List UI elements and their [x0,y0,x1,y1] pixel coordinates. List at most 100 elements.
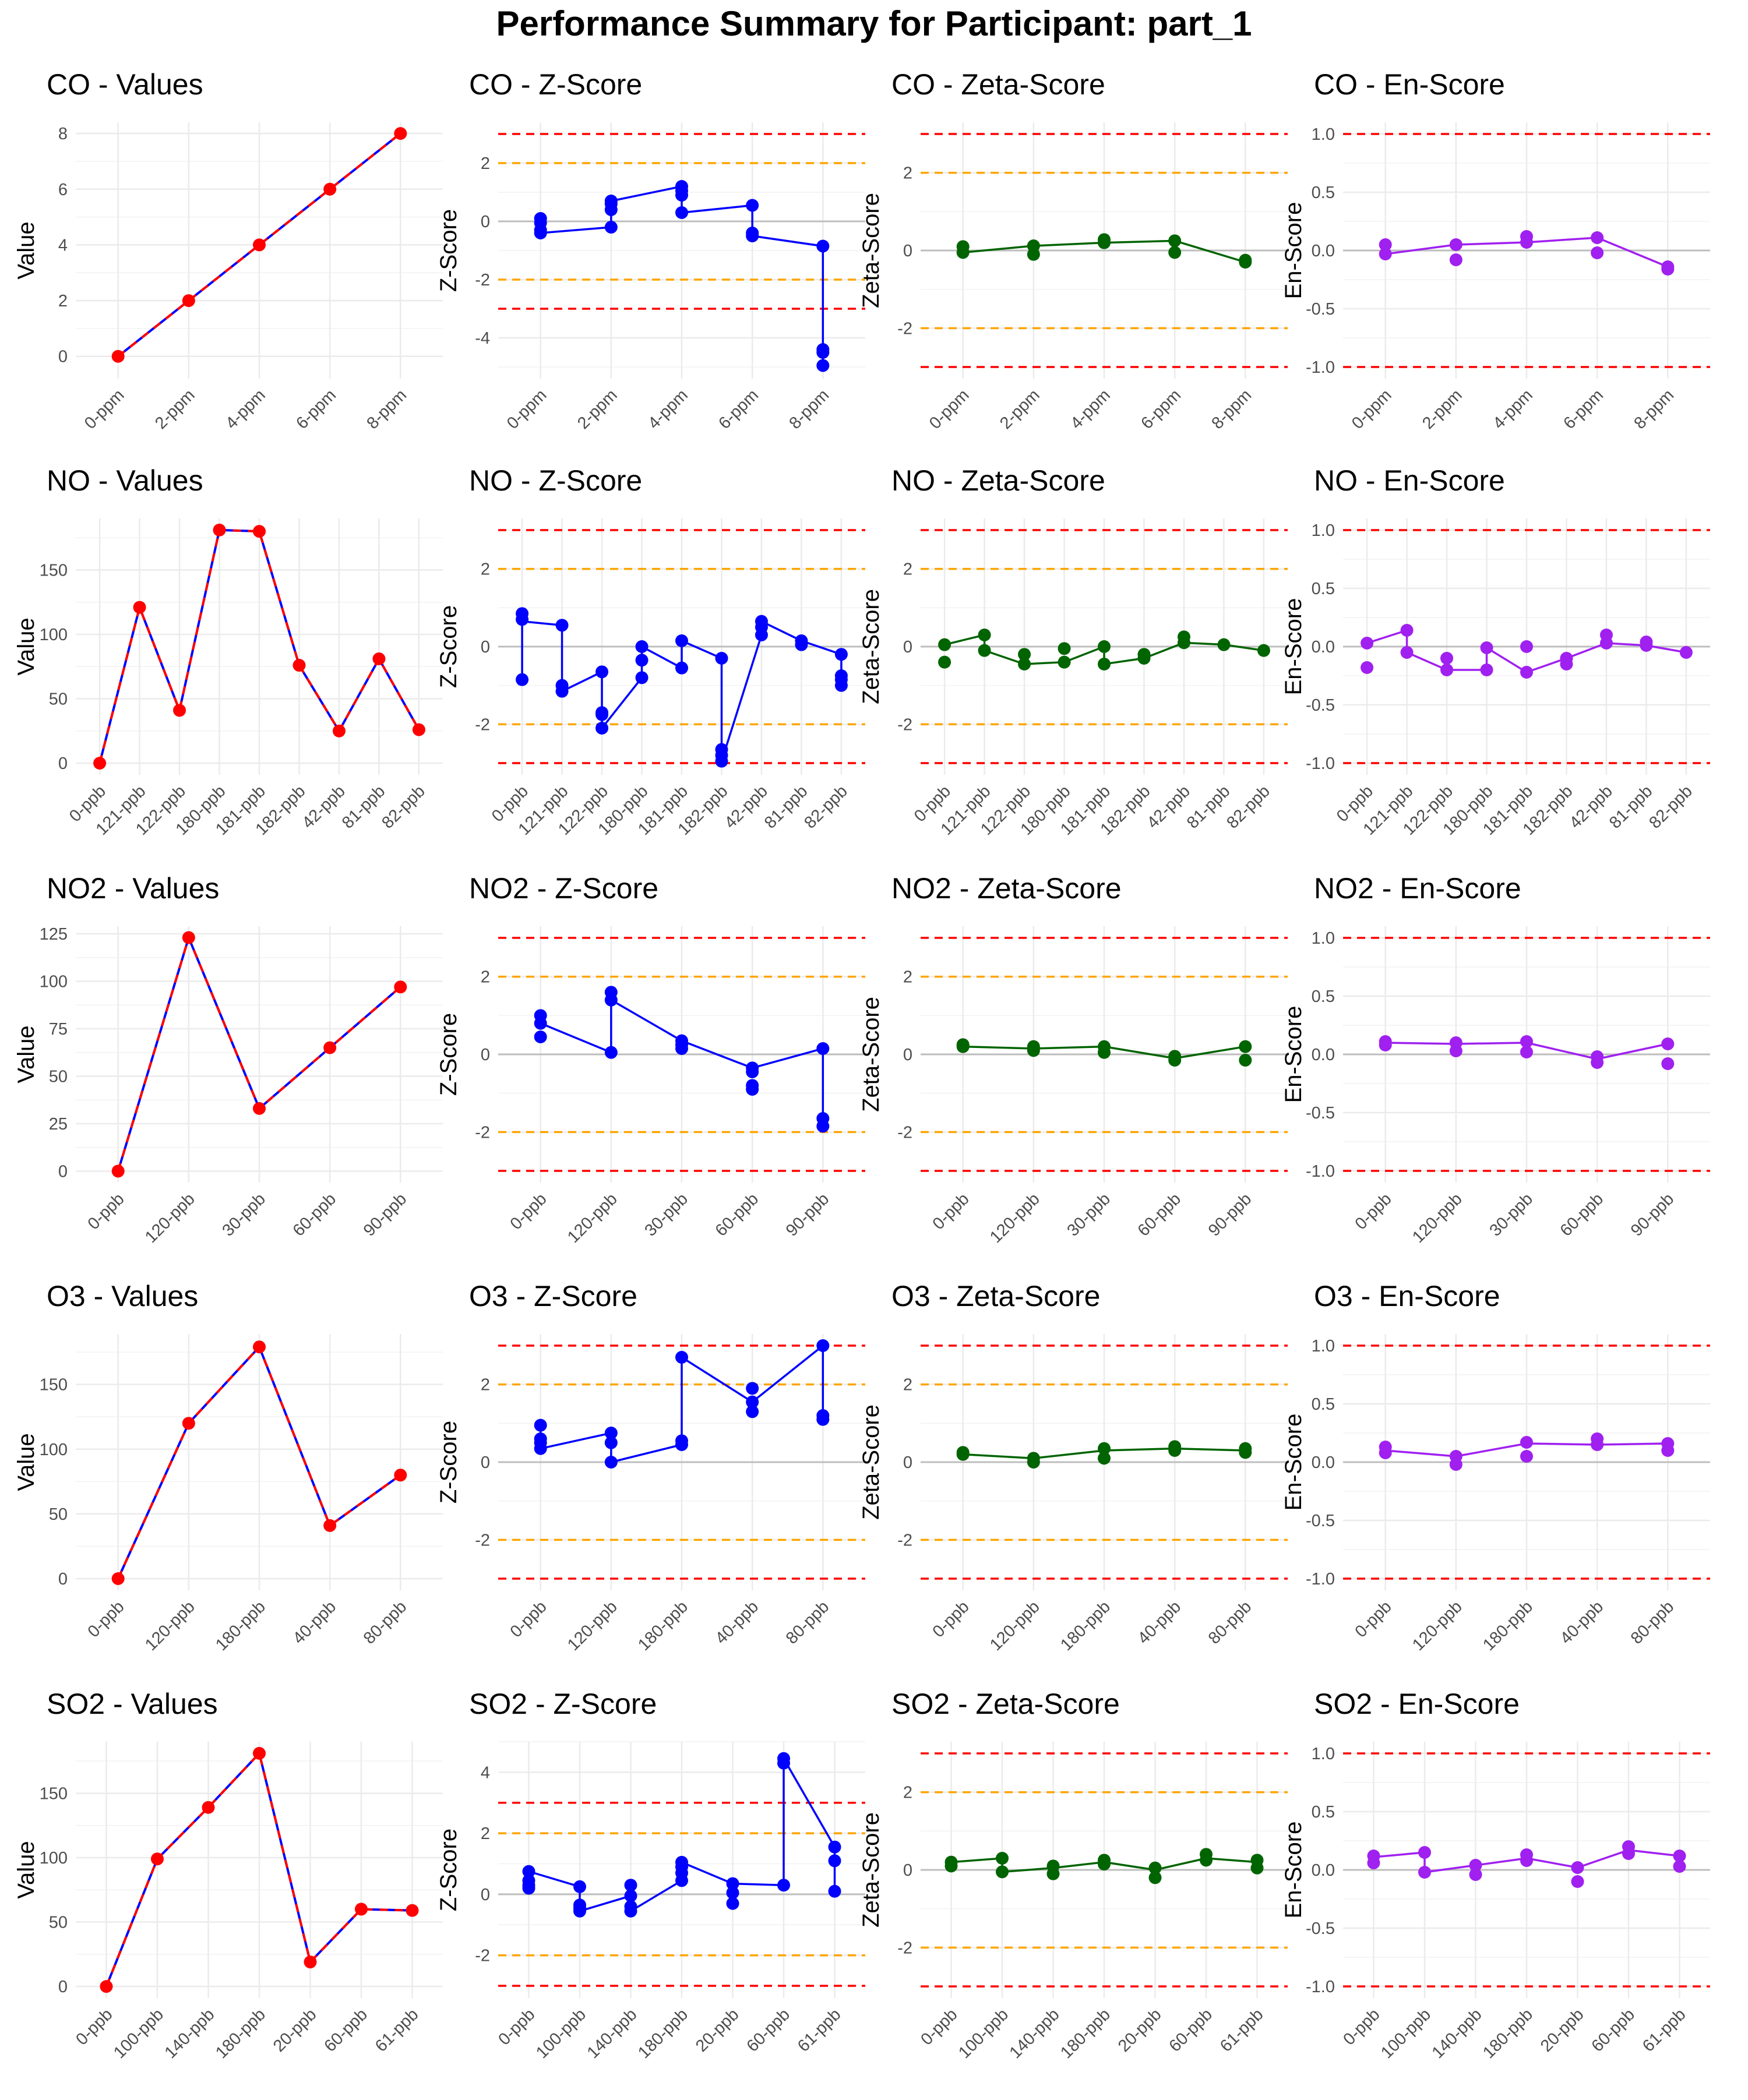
data-point [1239,256,1252,269]
x-tick-label: 0-ppb [1352,1597,1395,1641]
data-point [522,1882,535,1895]
y-axis-label: Z-Score [436,209,461,292]
x-tick-label: 0-ppm [926,386,973,433]
data-point [816,1339,830,1352]
data-point [1018,658,1031,670]
data-point [332,724,346,737]
x-tick-label: 6-ppm [1560,386,1607,433]
data-point [746,1395,759,1409]
panel-title: O3 - En-Score [1314,1280,1500,1312]
data-point [412,723,425,736]
y-tick-label: 100 [40,973,68,991]
x-tick-label: 4-ppm [644,386,692,433]
y-tick-label: 125 [40,925,68,944]
x-tick-label: 140-ppb [584,2005,641,2062]
x-tick-label: 100-ppb [955,2005,1012,2062]
data-point [1480,641,1493,654]
y-tick-label: 0.5 [1312,1803,1335,1822]
panel-title: NO2 - Values [47,872,219,905]
y-tick-label: 0 [481,1453,490,1472]
y-tick-label: -2 [897,319,912,338]
data-point [323,1519,337,1532]
y-axis-label: Zeta-Score [858,1812,884,1928]
y-axis-label: Zeta-Score [858,1404,884,1520]
y-tick-label: 0.5 [1312,1395,1335,1414]
panel-title: CO - En-Score [1314,68,1505,101]
data-point [715,652,728,665]
data-point [604,1436,618,1449]
y-tick-label: 50 [49,1914,68,1932]
panel-no2-en-score: NO2 - En-Score En-Score -1.0 -0.5 0.0 0.5 1.0 0… [1281,872,1710,1247]
data-point [100,1980,113,1993]
x-tick-label: 120-ppb [1409,1597,1466,1654]
x-tick-label: 120-ppb [564,1190,621,1247]
y-tick-label: 0 [58,1978,68,1996]
y-tick-label: -0.5 [1306,696,1335,715]
panel-title: SO2 - Z-Score [469,1688,657,1720]
x-tick-label: 180-ppb [1057,2005,1114,2062]
x-tick-label: 20-ppb [692,2005,742,2055]
data-point [1148,1861,1162,1875]
panel-o3-z-score: O3 - Z-Score Z-Score -2 0 2 0-ppb 120-ppb 180-p… [436,1280,865,1654]
x-tick-label: 2-ppm [574,386,621,433]
y-tick-label: 25 [49,1115,68,1134]
x-tick-label: 42-ppb [1143,782,1193,832]
x-tick-label: 80-ppb [1627,1597,1677,1647]
data-point [1520,666,1533,679]
data-point [595,665,609,679]
y-tick-label: -2 [897,1123,912,1142]
data-point [675,1438,688,1451]
y-tick-label: 150 [40,1784,68,1803]
data-point [834,679,848,692]
x-tick-label: 8-ppm [1631,386,1678,433]
x-tick-label: 40-ppb [1134,1597,1185,1647]
y-axis-label: Z-Score [436,1013,461,1096]
x-tick-label: 0-ppb [929,1190,973,1233]
x-tick-label: 80-ppb [1205,1597,1255,1647]
y-tick-label: 150 [40,1376,68,1395]
data-point [1098,658,1111,670]
x-tick-label: 20-ppb [1537,2005,1587,2055]
y-tick-label: 150 [40,561,68,580]
x-tick-label: 30-ppb [1063,1190,1113,1240]
data-point [816,239,830,253]
data-point [816,346,830,359]
data-point [1449,253,1462,266]
data-point [522,1865,535,1878]
data-point [604,1046,618,1059]
y-tick-label: 50 [49,690,68,709]
data-point [323,182,337,196]
data-point [253,1102,266,1115]
x-tick-label: 81-ppb [1606,782,1656,832]
x-tick-label: 20-ppb [270,2005,320,2055]
y-tick-label: 0 [903,1453,912,1472]
data-point [253,1746,266,1760]
x-tick-label: 42-ppb [298,782,348,832]
data-point [675,634,688,647]
y-axis-label: En-Score [1281,598,1306,696]
panel-o3-values: O3 - Values Value 0 50 100 150 0-ppb 120-ppb 180… [13,1280,443,1654]
data-point [675,189,688,202]
x-tick-label: 0-ppb [917,2005,961,2049]
y-tick-label: 0.5 [1312,183,1335,202]
figure-title: Performance Summary for Participant: par… [496,4,1252,43]
x-tick-label: 82-ppb [801,782,851,832]
data-point [1469,1859,1482,1872]
data-point [534,227,547,239]
panel-no-z-score: NO - Z-ScoreZ-Score-2020-ppb121-ppb122-p… [436,464,865,839]
x-tick-label: 0-ppb [1352,1190,1395,1233]
y-tick-label: 2 [903,1784,912,1802]
data-point [956,1448,970,1461]
panel-title: SO2 - En-Score [1314,1688,1520,1720]
data-point [1520,1436,1533,1449]
data-point [1622,1847,1635,1860]
x-tick-label: 90-ppb [1627,1190,1677,1240]
y-axis-label: Z-Score [436,1421,461,1503]
y-tick-label: -1.0 [1306,358,1335,377]
data-point [1379,1039,1392,1051]
x-tick-label: 120-ppb [986,1597,1044,1654]
data-point [1418,1866,1431,1879]
y-tick-label: 0 [58,754,68,773]
y-tick-label: 0.0 [1312,1861,1335,1880]
x-tick-label: 20-ppb [1115,2005,1165,2055]
